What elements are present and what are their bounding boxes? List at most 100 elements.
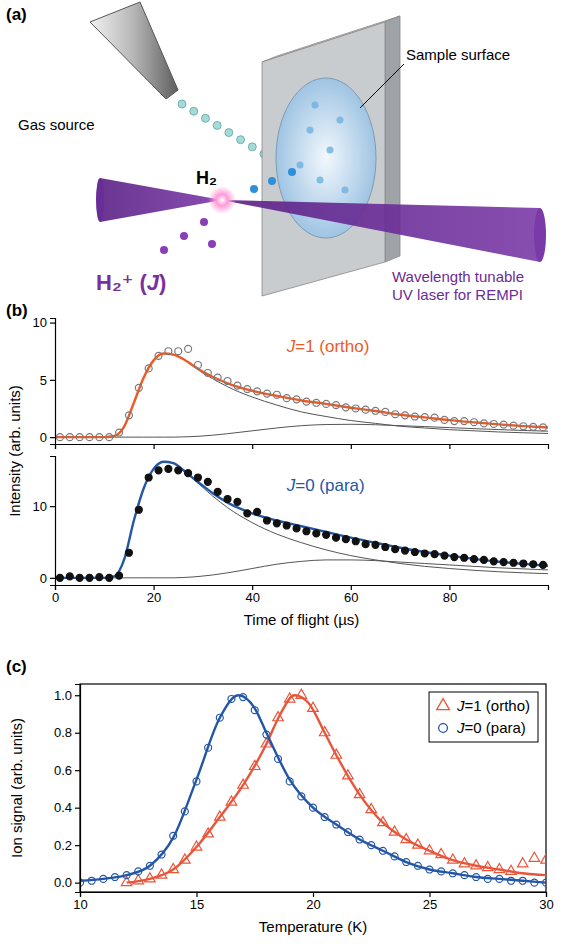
axis-line (75, 685, 81, 893)
tick (55, 444, 56, 449)
laser-label: UV laser for REMPI (392, 286, 523, 303)
gas-molecule (248, 143, 256, 151)
chart: 0.00.20.40.60.81.01015202530Temperature … (6, 657, 554, 935)
tick-label: 30 (539, 897, 553, 912)
data-point (234, 498, 241, 505)
data-point (352, 538, 359, 545)
text-run: ) (159, 270, 166, 295)
tick-label: 40 (245, 590, 259, 605)
gas-molecule (213, 121, 221, 129)
data-point (106, 434, 113, 441)
data-point (382, 408, 389, 415)
gas-molecule (178, 100, 186, 108)
text-run: J (147, 270, 160, 295)
data-point (431, 414, 438, 421)
data-point (283, 522, 290, 529)
data-point (204, 478, 211, 485)
x-axis-title: Temperature (K) (259, 918, 367, 935)
data-point (125, 412, 132, 419)
data-point (264, 517, 271, 524)
data-point (402, 547, 409, 554)
annotation: J=0 (para) (286, 476, 365, 495)
data-point (480, 420, 487, 427)
plate-front (262, 22, 385, 296)
legend-marker (437, 699, 450, 710)
fit-line (127, 695, 546, 882)
y-axis: 010 (33, 457, 56, 586)
laser-focus (208, 186, 236, 214)
data-point (86, 574, 93, 581)
data-point (194, 361, 201, 368)
tick-label: 0.0 (54, 875, 72, 890)
data-point (224, 496, 231, 503)
data-point (185, 345, 192, 352)
tick-mark (351, 444, 352, 449)
tick: 20 (147, 585, 161, 605)
data-point (76, 574, 83, 581)
data-point (56, 574, 63, 581)
fit-line (55, 354, 548, 438)
data-point (490, 558, 497, 565)
data-point (421, 550, 428, 557)
data-point (273, 520, 280, 527)
tick-mark (50, 380, 55, 381)
data-point (66, 573, 73, 580)
data-point (530, 561, 537, 568)
data-point (362, 406, 369, 413)
data-point (204, 370, 211, 377)
text-run: =1 (ortho) (465, 697, 530, 714)
figure: (a)Gas sourceSample surfaceH₂H₂⁺ (J)Wave… (0, 0, 568, 946)
tick-mark (252, 444, 253, 449)
sample-surface-label: Sample surface (406, 46, 510, 63)
data-point (244, 386, 251, 393)
data-point (254, 388, 261, 395)
tick-label: 0 (40, 570, 47, 585)
data-point (224, 378, 231, 385)
data-point (471, 556, 478, 563)
tick-mark (75, 733, 80, 734)
data-point (500, 421, 507, 428)
adsorbed-molecule (327, 147, 334, 154)
data-point (116, 429, 123, 436)
data-point (185, 470, 192, 477)
tick: 0.6 (54, 763, 80, 778)
tick: 5 (40, 373, 55, 388)
x-axis: 020406080 (52, 585, 549, 605)
data-point (382, 544, 389, 551)
adsorbed-molecule (342, 187, 349, 194)
data-point (165, 348, 172, 355)
data-point (471, 419, 478, 426)
data-point (303, 398, 310, 405)
data-point (520, 560, 527, 567)
data-point (125, 549, 132, 556)
data-point (392, 411, 399, 418)
gas-molecule (190, 107, 198, 115)
data-point (175, 348, 182, 355)
tick: 0 (40, 570, 55, 585)
tick-mark (55, 444, 56, 449)
data-point (323, 531, 330, 538)
y-axis-title: Ion signal (arb. units) (8, 718, 25, 858)
desorbing-molecule (250, 185, 258, 193)
legend-box (429, 692, 538, 742)
plot-marks (80, 689, 546, 886)
data-point (500, 559, 507, 566)
axis-line (56, 445, 549, 450)
data-point (510, 559, 517, 566)
tick: 1.0 (54, 688, 80, 703)
tick (449, 444, 450, 449)
adsorbed-molecule (307, 127, 314, 134)
data-point (529, 852, 540, 861)
text-run: H₂⁺ ( (96, 270, 147, 295)
fit-line (80, 695, 546, 882)
desorbing-molecule (268, 177, 276, 185)
tick-label: 0.2 (54, 838, 72, 853)
axis-line (50, 457, 56, 586)
text-run: =0 (para) (465, 719, 526, 736)
tick: 10 (73, 892, 87, 912)
y-axis: 0510 (33, 315, 56, 445)
data-point (441, 416, 448, 423)
data-point (540, 561, 547, 568)
data-point (333, 534, 340, 541)
data-point (135, 506, 142, 513)
